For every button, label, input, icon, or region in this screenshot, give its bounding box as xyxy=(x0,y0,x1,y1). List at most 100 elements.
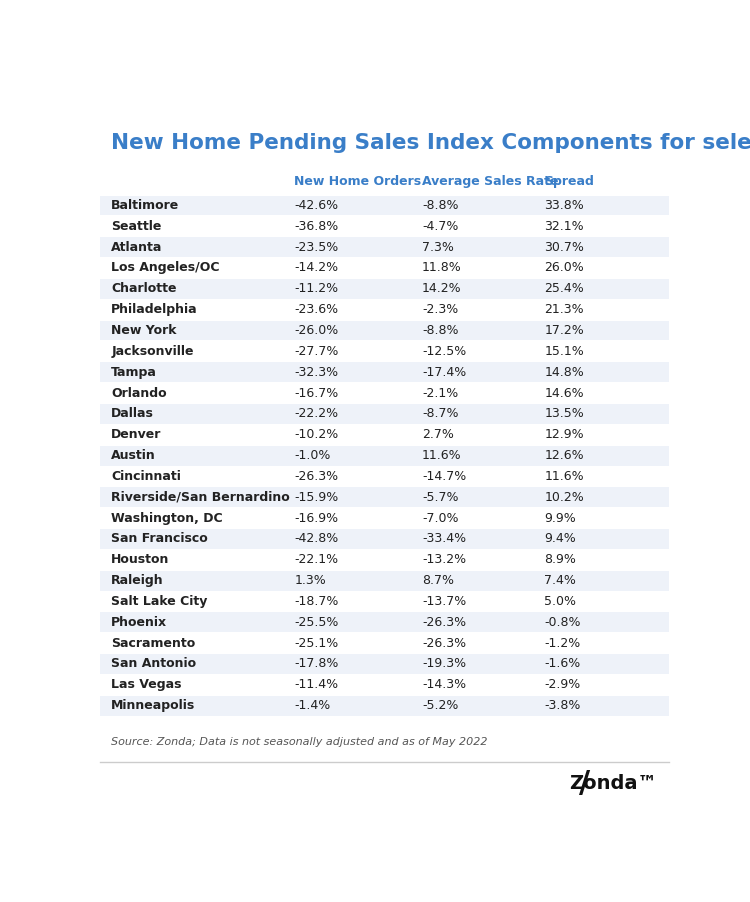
Text: -13.2%: -13.2% xyxy=(422,553,466,566)
Text: -26.0%: -26.0% xyxy=(294,324,338,337)
Bar xyxy=(100,216,669,236)
Text: 11.6%: 11.6% xyxy=(544,470,584,483)
Bar xyxy=(100,383,669,403)
Text: -26.3%: -26.3% xyxy=(422,637,466,649)
Text: 30.7%: 30.7% xyxy=(544,241,584,253)
Text: Dallas: Dallas xyxy=(111,408,154,420)
Text: -11.4%: -11.4% xyxy=(294,678,338,691)
Text: 7.4%: 7.4% xyxy=(544,574,576,587)
Text: 33.8%: 33.8% xyxy=(544,199,584,212)
Text: Spread: Spread xyxy=(544,175,594,188)
Bar xyxy=(100,633,669,653)
Text: -17.4%: -17.4% xyxy=(422,365,466,379)
Text: Houston: Houston xyxy=(111,553,170,566)
Text: -3.8%: -3.8% xyxy=(544,699,580,712)
Text: -23.5%: -23.5% xyxy=(294,241,338,253)
Text: -5.2%: -5.2% xyxy=(422,699,458,712)
Text: 14.6%: 14.6% xyxy=(544,386,584,400)
Text: -25.1%: -25.1% xyxy=(294,637,338,649)
Text: 21.3%: 21.3% xyxy=(544,303,584,317)
Text: -2.9%: -2.9% xyxy=(544,678,580,691)
Text: 17.2%: 17.2% xyxy=(544,324,584,337)
Text: 9.4%: 9.4% xyxy=(544,532,576,546)
Text: 2.7%: 2.7% xyxy=(422,428,454,441)
Text: 14.2%: 14.2% xyxy=(422,282,462,295)
Text: -5.7%: -5.7% xyxy=(422,491,459,503)
Text: Riverside/San Bernardino: Riverside/San Bernardino xyxy=(111,491,290,503)
Text: 13.5%: 13.5% xyxy=(544,408,584,420)
Bar xyxy=(100,237,669,257)
Text: -18.7%: -18.7% xyxy=(294,594,339,608)
Text: New Home Pending Sales Index Components for select markets: New Home Pending Sales Index Components … xyxy=(111,133,750,152)
Text: Atlanta: Atlanta xyxy=(111,241,163,253)
Bar xyxy=(100,654,669,674)
Text: Sacramento: Sacramento xyxy=(111,637,196,649)
Text: 15.1%: 15.1% xyxy=(544,345,584,358)
Text: -33.4%: -33.4% xyxy=(422,532,466,546)
Text: Orlando: Orlando xyxy=(111,386,166,400)
Text: -25.5%: -25.5% xyxy=(294,616,339,629)
Bar xyxy=(100,196,669,216)
Bar xyxy=(100,363,669,382)
Text: -10.2%: -10.2% xyxy=(294,428,338,441)
Text: -8.8%: -8.8% xyxy=(422,324,459,337)
Text: San Francisco: San Francisco xyxy=(111,532,208,546)
Text: -4.7%: -4.7% xyxy=(422,220,458,233)
Text: San Antonio: San Antonio xyxy=(111,658,196,670)
Text: 8.9%: 8.9% xyxy=(544,553,576,566)
Text: -17.8%: -17.8% xyxy=(294,658,339,670)
Text: 11.8%: 11.8% xyxy=(422,262,462,274)
Text: New Home Orders: New Home Orders xyxy=(294,175,422,188)
Bar xyxy=(100,404,669,424)
Text: 8.7%: 8.7% xyxy=(422,574,454,587)
Bar xyxy=(100,299,669,319)
Text: -32.3%: -32.3% xyxy=(294,365,338,379)
Text: -11.2%: -11.2% xyxy=(294,282,338,295)
Text: 5.0%: 5.0% xyxy=(544,594,576,608)
Text: -22.2%: -22.2% xyxy=(294,408,338,420)
Text: -1.2%: -1.2% xyxy=(544,637,580,649)
Bar xyxy=(100,550,669,570)
Text: 12.9%: 12.9% xyxy=(544,428,584,441)
Text: Denver: Denver xyxy=(111,428,161,441)
Text: -7.0%: -7.0% xyxy=(422,511,459,525)
Text: -42.6%: -42.6% xyxy=(294,199,338,212)
Text: Las Vegas: Las Vegas xyxy=(111,678,182,691)
Text: -8.7%: -8.7% xyxy=(422,408,459,420)
Text: Charlotte: Charlotte xyxy=(111,282,177,295)
Bar xyxy=(100,425,669,445)
Text: -27.7%: -27.7% xyxy=(294,345,339,358)
Text: -8.8%: -8.8% xyxy=(422,199,459,212)
Text: 1.3%: 1.3% xyxy=(294,574,326,587)
Text: -12.5%: -12.5% xyxy=(422,345,466,358)
Text: Austin: Austin xyxy=(111,449,156,462)
Text: -42.8%: -42.8% xyxy=(294,532,338,546)
Text: Source: Zonda; Data is not seasonally adjusted and as of May 2022: Source: Zonda; Data is not seasonally ad… xyxy=(111,737,488,747)
Text: -23.6%: -23.6% xyxy=(294,303,338,317)
Bar xyxy=(100,592,669,612)
Text: -22.1%: -22.1% xyxy=(294,553,338,566)
Bar xyxy=(100,612,669,632)
Bar xyxy=(100,487,669,507)
Text: New York: New York xyxy=(111,324,177,337)
Text: Phoenix: Phoenix xyxy=(111,616,167,629)
Text: -1.4%: -1.4% xyxy=(294,699,331,712)
Bar xyxy=(100,258,669,278)
Bar xyxy=(100,508,669,528)
Text: Minneapolis: Minneapolis xyxy=(111,699,196,712)
Text: Baltimore: Baltimore xyxy=(111,199,179,212)
Text: -14.7%: -14.7% xyxy=(422,470,466,483)
Text: 10.2%: 10.2% xyxy=(544,491,584,503)
Text: -14.2%: -14.2% xyxy=(294,262,338,274)
Bar xyxy=(100,279,669,299)
Bar xyxy=(100,321,669,340)
Text: -16.7%: -16.7% xyxy=(294,386,338,400)
Text: -1.6%: -1.6% xyxy=(544,658,580,670)
Text: Tampa: Tampa xyxy=(111,365,157,379)
Text: /: / xyxy=(579,769,590,798)
Text: Jacksonville: Jacksonville xyxy=(111,345,194,358)
Text: -2.1%: -2.1% xyxy=(422,386,458,400)
Text: -16.9%: -16.9% xyxy=(294,511,338,525)
Text: -19.3%: -19.3% xyxy=(422,658,466,670)
Text: Los Angeles/OC: Los Angeles/OC xyxy=(111,262,220,274)
